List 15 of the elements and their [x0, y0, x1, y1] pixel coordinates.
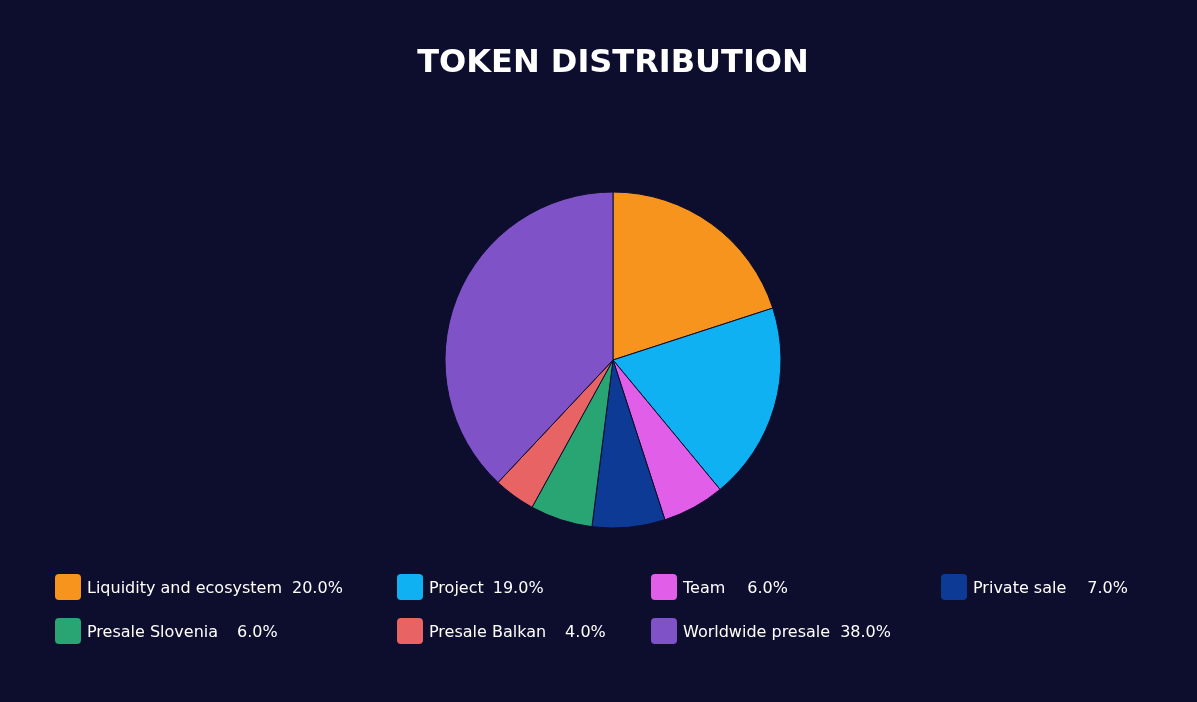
legend-label: Presale Balkan — [429, 622, 547, 641]
data-label: 38.0% — [840, 622, 891, 641]
legend-label: Private sale — [973, 578, 1067, 597]
legend-label: Team — [682, 578, 726, 597]
chart-title: TOKEN DISTRIBUTION — [417, 42, 809, 80]
data-label: 19.0% — [492, 578, 544, 597]
data-label: 7.0% — [1087, 578, 1128, 597]
data-label: 6.0% — [747, 578, 788, 597]
data-label: 6.0% — [237, 622, 278, 641]
legend-label: Liquidity and ecosystem — [87, 578, 282, 597]
data-label: 20.0% — [292, 578, 343, 597]
legend-label: Presale Slovenia — [87, 622, 219, 641]
legend-label: Project — [429, 578, 484, 597]
data-label: 4.0% — [565, 622, 606, 641]
legend-label: Worldwide presale — [683, 622, 831, 641]
